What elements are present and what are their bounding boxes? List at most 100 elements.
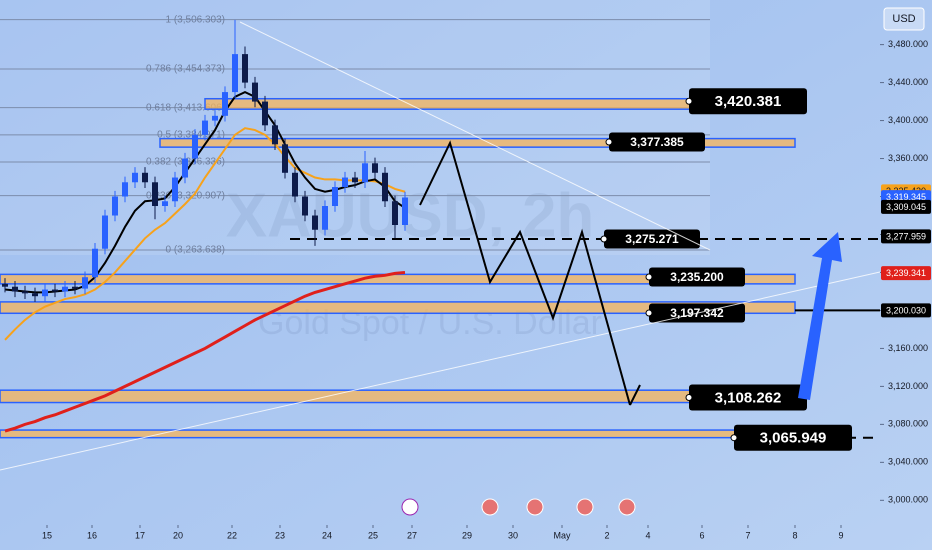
x-tick-label: 17 [135,530,145,540]
candle-body [352,177,358,183]
event-icon [526,498,544,516]
x-tick-label: 2 [604,530,609,540]
candle-body [162,201,168,207]
watermark-symbol: XAUUSD, 2h [226,181,595,250]
candle-body [12,286,18,292]
price-tag [881,266,931,281]
candle-body [212,115,218,121]
level-dot [645,309,653,317]
candle-body [202,120,208,135]
y-tick-label: 3,360.000 [888,153,928,163]
level-label-box [604,229,700,249]
candle-body [272,125,278,145]
price-tag-label: 3,309.045 [886,202,926,212]
candle-body [52,289,58,292]
x-tick-label: 29 [462,530,472,540]
plot: 3,000.000 3,040.000 3,080.000 3,120.000 3,16… [0,14,928,540]
currency: USD [892,13,915,25]
candle-body [402,197,408,225]
level-label: 3,108.262 [715,390,782,407]
candle-body [372,163,378,173]
zone [0,389,796,404]
event-icon [576,498,594,516]
candle-body [142,172,148,183]
level-label: 3,065.949 [760,430,827,447]
zone [0,429,796,439]
level-label: 3,420.381 [715,93,782,110]
price-tag [881,229,931,244]
y-tick-label: 3,120.000 [888,381,928,391]
candle-body [392,201,398,225]
candle-body [22,291,28,294]
candle-body [172,177,178,202]
x-tick-label: 20 [173,530,183,540]
level-label-box [649,267,745,287]
candle-body [122,182,128,197]
level-label: 3,235.200 [670,270,724,284]
x-tick-label: 6 [699,530,704,540]
candle-body [322,206,328,230]
candle-body [312,215,318,230]
candle-body [132,172,138,183]
candle-body [32,293,38,297]
x-tick-label: 30 [508,530,518,540]
x-tick-label: 7 [745,530,750,540]
zone [159,137,796,148]
event-icon [481,498,499,516]
event-icon [401,498,419,516]
candle-body [112,196,118,216]
level-dot [685,97,693,105]
candle-body [152,182,158,207]
x-tick-label: 27 [407,530,417,540]
event-icons [401,498,636,516]
candle-body [82,277,88,289]
candle-body [72,286,78,289]
x-tick-label: 8 [792,530,797,540]
candle-body [102,215,108,249]
candle-body [342,177,348,188]
candle-body [222,92,228,116]
price-tag-label: 3,200.030 [886,305,926,315]
candle-body [232,54,238,93]
event-icon [618,498,636,516]
level-label: 3,377.385 [630,135,684,149]
projection-path [419,140,631,406]
candle-body [252,82,258,102]
level-dot [600,235,608,243]
candle-body [332,187,338,207]
price-tag [881,199,931,214]
candle-body [182,158,188,178]
x-tick-label: 24 [322,530,332,540]
x-tick-label: May [553,530,571,540]
moving-average [4,127,406,341]
candle-body [362,163,368,183]
up-arrow [798,232,842,400]
currency-box[interactable] [883,7,925,31]
projection-arrow [629,384,641,406]
fib-label: 0 (3,263.638) [166,245,226,256]
candle-body [242,54,248,83]
x-tick-label: 15 [42,530,52,540]
x-tick-label: 25 [368,530,378,540]
fib-region [0,0,710,255]
price-tag-label: 3,319.345 [886,192,926,202]
fib-label: 1 (3,506.303) [166,14,226,25]
y-tick-label: 3,400.000 [888,115,928,125]
moving-average [4,90,406,294]
candle-body [292,172,298,197]
x-tick-label: 16 [87,530,97,540]
moving-average [4,270,406,433]
fib-label: 0.786 (3,454.373) [146,64,225,75]
y-tick-label: 3,440.000 [888,77,928,87]
x-tick-label: 23 [275,530,285,540]
level-dot [605,138,613,146]
candle-body [302,196,308,216]
candle-body [382,172,388,202]
level-label: 3,275.271 [625,232,679,246]
trend-line [239,21,711,251]
zone [0,301,796,315]
y-tick-label: 3,000.000 [888,495,928,505]
candle-body [282,144,288,173]
candle-body [62,286,68,292]
